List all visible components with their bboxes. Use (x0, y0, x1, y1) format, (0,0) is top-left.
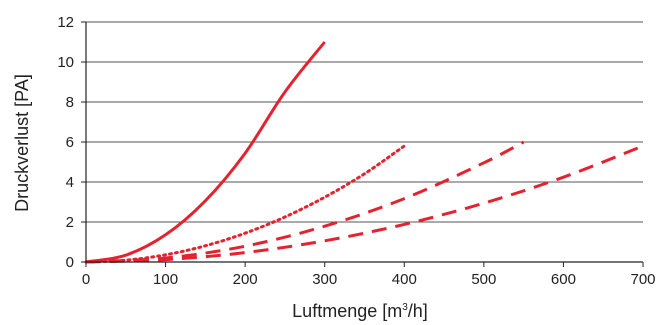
y-tick-label: 2 (66, 214, 74, 231)
y-tick-label: 12 (57, 14, 74, 31)
y-tick-label: 8 (66, 94, 74, 111)
y-tick-label: 0 (66, 254, 74, 271)
axes (81, 21, 644, 267)
x-tick-label: 700 (630, 271, 655, 288)
x-axis-title: Luftmenge [m3/h] (292, 301, 428, 321)
x-tick-label: 100 (153, 271, 178, 288)
series-line-1-solid (85, 41, 326, 264)
x-tick-label: 300 (312, 271, 337, 288)
y-tick-label: 6 (66, 134, 74, 151)
series-line-2-dotted (84, 144, 406, 264)
series-line-4-dashed (85, 144, 644, 264)
x-tick-label: 0 (82, 271, 90, 288)
x-tick-label: 500 (471, 271, 496, 288)
x-tick-label: 400 (392, 271, 417, 288)
grid-lines (86, 21, 643, 223)
x-tick-label: 200 (233, 271, 258, 288)
y-axis-title: Druckverlust [PA] (12, 74, 32, 212)
series-group (84, 41, 644, 264)
x-tick-labels: 0 100 200 300 400 500 600 700 (82, 271, 656, 288)
y-tick-label: 4 (66, 174, 74, 191)
y-tick-labels: 0 2 4 6 8 10 12 (57, 14, 74, 271)
x-tick-label: 600 (551, 271, 576, 288)
series-line-3-dashed (85, 140, 525, 264)
y-tick-label: 10 (57, 54, 74, 71)
